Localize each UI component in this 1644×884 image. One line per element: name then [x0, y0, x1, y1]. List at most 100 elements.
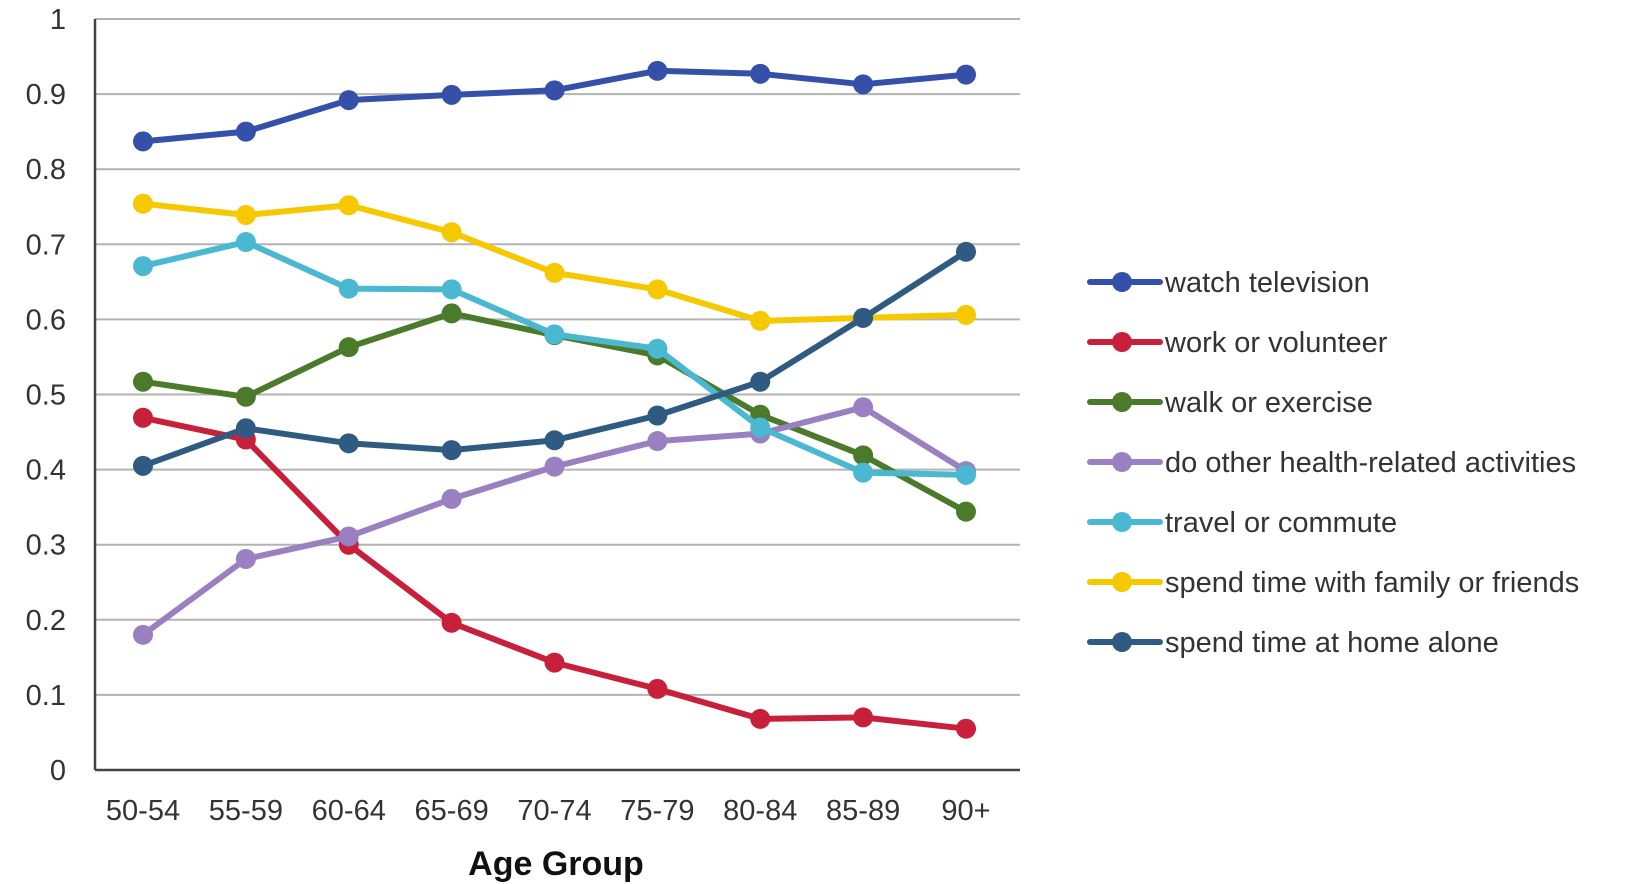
- legend-label: work or volunteer: [1164, 327, 1388, 359]
- y-tick-label: 0.4: [26, 455, 66, 487]
- data-point: [853, 74, 874, 95]
- legend-label: spend time at home alone: [1165, 627, 1499, 659]
- data-point: [441, 612, 462, 633]
- legend-item: spend time with family or friends: [1087, 567, 1579, 599]
- data-point: [956, 464, 976, 485]
- y-tick-label: 0.6: [26, 304, 66, 336]
- data-point: [853, 462, 874, 483]
- data-point: [750, 708, 771, 729]
- x-tick-label: 65-69: [415, 795, 489, 827]
- data-point: [235, 548, 256, 569]
- data-point: [133, 624, 153, 645]
- legend-item: watch television: [1087, 267, 1370, 299]
- data-point: [441, 222, 462, 243]
- data-point: [338, 337, 359, 358]
- series-lines: [133, 60, 976, 739]
- data-point: [853, 307, 874, 328]
- legend-swatch-marker: [1112, 572, 1132, 592]
- y-tick-label: 0.8: [26, 154, 66, 186]
- data-point: [956, 718, 976, 739]
- data-point: [235, 386, 256, 407]
- x-tick-label: 70-74: [517, 795, 591, 827]
- x-tick-label: 75-79: [620, 795, 694, 827]
- legend-item: travel or commute: [1087, 507, 1397, 539]
- legend-swatch-marker: [1112, 512, 1132, 532]
- data-point: [853, 397, 874, 418]
- legend-item: walk or exercise: [1087, 387, 1373, 419]
- data-point: [956, 501, 976, 522]
- data-point: [338, 526, 359, 547]
- y-tick-label: 1: [50, 4, 66, 36]
- data-point: [853, 707, 874, 728]
- data-point: [956, 64, 976, 85]
- legend-item: work or volunteer: [1087, 327, 1388, 359]
- x-tick-label: 80-84: [723, 795, 797, 827]
- legend-swatch-marker: [1112, 392, 1132, 412]
- y-tick-label: 0.7: [26, 229, 66, 261]
- legend-swatch-marker: [1112, 332, 1132, 352]
- data-point: [750, 417, 771, 438]
- data-point: [338, 195, 359, 216]
- data-point: [441, 84, 462, 105]
- data-point: [235, 205, 256, 226]
- y-tick-label: 0.3: [26, 530, 66, 562]
- data-point: [750, 310, 771, 331]
- data-point: [647, 678, 668, 699]
- data-point: [750, 371, 771, 392]
- data-point: [544, 430, 565, 451]
- legend-label: travel or commute: [1165, 507, 1397, 539]
- x-tick-label: 55-59: [209, 795, 283, 827]
- x-tick-label: 60-64: [312, 795, 386, 827]
- data-point: [956, 304, 976, 325]
- series-group: [133, 232, 976, 485]
- data-point: [441, 303, 462, 324]
- data-point: [544, 324, 565, 345]
- data-point: [338, 433, 359, 454]
- data-point: [133, 407, 153, 428]
- data-point: [956, 241, 976, 262]
- y-tick-label: 0.9: [26, 79, 66, 111]
- data-point: [750, 63, 771, 84]
- y-tick-label: 0: [50, 755, 66, 787]
- series-group: [133, 60, 976, 152]
- data-point: [441, 279, 462, 300]
- data-point: [647, 431, 668, 452]
- data-point: [544, 262, 565, 283]
- data-point: [133, 131, 153, 152]
- legend-item: do other health-related activities: [1087, 447, 1576, 479]
- axes: 0 0.1 0.2 0.3 0.4 0.5 0.6 0.7 0.8 0.9 1 50-54 55-59 6…: [26, 4, 1020, 827]
- data-point: [647, 279, 668, 300]
- series-group: [133, 407, 976, 739]
- data-point: [235, 121, 256, 142]
- data-point: [544, 456, 565, 477]
- data-point: [544, 80, 565, 101]
- series-group: [133, 241, 976, 476]
- legend-label: do other health-related activities: [1165, 447, 1576, 479]
- data-point: [235, 418, 256, 439]
- legend-swatch-marker: [1112, 632, 1132, 652]
- series-line: [140, 200, 969, 324]
- data-point: [235, 232, 256, 253]
- data-point: [133, 371, 153, 392]
- data-point: [133, 256, 153, 277]
- data-point: [441, 440, 462, 461]
- legend-swatch-marker: [1112, 272, 1132, 292]
- legend-label: spend time with family or friends: [1165, 567, 1579, 599]
- legend-swatch-marker: [1112, 452, 1132, 472]
- x-tick-label: 50-54: [106, 795, 180, 827]
- data-point: [853, 445, 874, 466]
- series-group: [133, 397, 976, 645]
- data-point: [544, 652, 565, 673]
- data-point: [647, 405, 668, 426]
- data-point: [338, 278, 359, 299]
- data-point: [133, 455, 153, 476]
- x-tick-label: 85-89: [826, 795, 900, 827]
- y-tick-label: 0.1: [26, 680, 66, 712]
- legend-label: watch television: [1164, 267, 1370, 299]
- gridlines: [95, 18, 1020, 696]
- data-point: [133, 193, 153, 214]
- data-point: [338, 90, 359, 111]
- y-tick-label: 0.2: [26, 605, 66, 637]
